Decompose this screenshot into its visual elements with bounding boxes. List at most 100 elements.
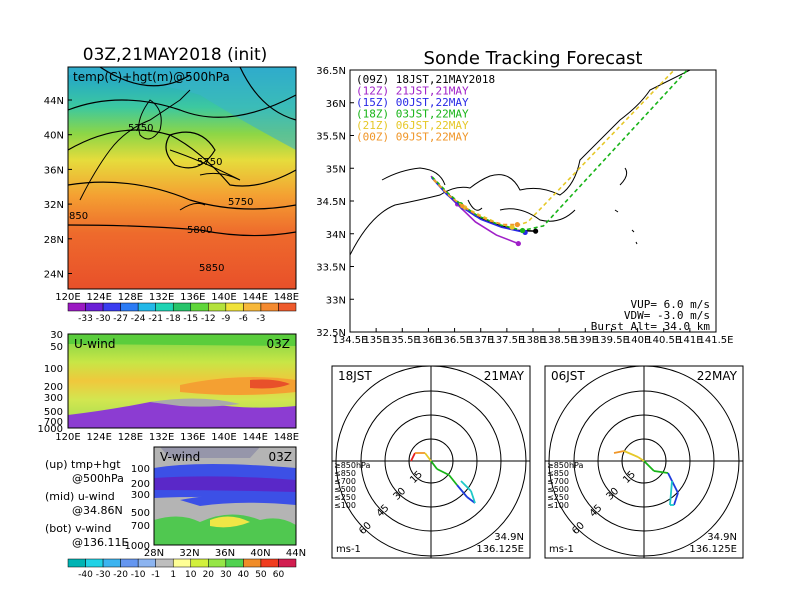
map-lon-tick-label: 136E xyxy=(180,292,205,303)
uwind-lon-tick-label: 132E xyxy=(149,432,174,443)
hodograph-left: 18JST 21MAYms-134.9N136.125E15304560≥850h… xyxy=(331,365,531,559)
map-lat-tick-label: 40N xyxy=(44,131,64,142)
uwind-p-tick-label: 500 xyxy=(44,407,63,418)
map-lon-tick-label: 128E xyxy=(118,292,143,303)
hodo-unit: ms-1 xyxy=(549,544,574,555)
vwind-time: 03Z xyxy=(269,450,293,464)
track-x-tick-label: 141E xyxy=(677,335,702,346)
wind-colorbar-label: 20 xyxy=(203,570,215,580)
hodo-unit: ms-1 xyxy=(336,544,361,555)
hodo-trace-seg xyxy=(460,480,472,492)
wind-colorbar-swatch xyxy=(85,558,104,568)
hodo-inner xyxy=(332,366,530,558)
wind-colorbar-label: 60 xyxy=(273,570,285,580)
map-lat-tick-label: 44N xyxy=(44,96,64,107)
wind-colorbar-label: 50 xyxy=(255,570,267,580)
wind-colorbar-label: -30 xyxy=(96,570,111,580)
vwind-p-tick-label: 1000 xyxy=(125,541,150,552)
uwind-label: U-wind xyxy=(74,337,115,351)
vwind-panel xyxy=(153,446,297,546)
track-end-point xyxy=(509,224,515,230)
temp-colorbar-label: -30 xyxy=(96,314,111,324)
track-y-ticks: 36.5N 36N 35.5N 35N 34.5N 34N 33.5N 33N 32.5N xyxy=(316,66,354,339)
track-y-tick-label: 33.5N xyxy=(316,263,346,274)
note-sub: @34.86N xyxy=(72,504,123,517)
hodo-level-label: ≤700 xyxy=(334,477,356,486)
hodo-trace-seg xyxy=(613,450,625,454)
legend-entry: (15Z) 00JST,22MAY xyxy=(356,96,469,109)
track-x-ticks: 134.5E135E135.5E136E136.5E137E137.5E138E… xyxy=(333,328,733,346)
track-x-tick-label: 136.5E xyxy=(437,335,472,346)
vwind-p-tick-label: 100 xyxy=(131,464,150,475)
hodo-trace-seg xyxy=(470,490,476,504)
track-y-tick-label: 32.5N xyxy=(316,328,346,339)
map-lon-tick-label: 132E xyxy=(149,292,174,303)
vwind-lat-tick-label: 32N xyxy=(179,548,199,559)
temp-colorbar-label: -6 xyxy=(239,314,248,324)
temp-colorbar-swatch xyxy=(120,302,139,312)
hodo-time-label: 18JST xyxy=(338,369,372,383)
contour-label: 5750 xyxy=(128,123,153,134)
hodo-trace-seg xyxy=(667,472,679,494)
track-y-tick-label: 36N xyxy=(326,99,346,110)
track-x-tick-label: 138E xyxy=(520,335,545,346)
map-lat-ticks: 44N 40N 36N 32N 28N 24N xyxy=(44,96,72,281)
map-lon-tick-label: 144E xyxy=(242,292,267,303)
wind-colorbar-swatch xyxy=(102,558,121,568)
map-lat-tick-label: 24N xyxy=(44,270,64,281)
track-line-3 xyxy=(431,70,688,232)
track-x-tick-label: 139E xyxy=(573,335,598,346)
vwind-lat-tick-label: 40N xyxy=(250,548,270,559)
note-line: (up) tmp+hgt xyxy=(45,458,121,471)
contour-label: 5750 xyxy=(197,157,222,168)
uwind-lon-tick-label: 128E xyxy=(118,432,143,443)
vwind-lat-tick-label: 44N xyxy=(286,548,306,559)
wind-colorbar-swatch xyxy=(190,558,209,568)
uwind-lon-tick-label: 148E xyxy=(274,432,299,443)
track-map xyxy=(349,69,717,333)
temp-colorbar-label: -15 xyxy=(183,314,198,324)
left-title: 03Z,21MAY2018 (init) xyxy=(83,45,268,65)
uwind-lon-ticks: 120E 124E 128E 132E 136E 140E 144E 148E xyxy=(55,432,299,443)
hodo-lon: 136.125E xyxy=(689,544,737,555)
vwind-p-tick-label: 500 xyxy=(131,508,150,519)
map-lon-tick-label: 120E xyxy=(55,292,80,303)
legend-entry: (12Z) 21JST,21MAY xyxy=(356,85,469,98)
hodo-trace-seg xyxy=(424,452,432,462)
track-end-point xyxy=(519,227,526,234)
hodo-trace-seg xyxy=(643,460,655,472)
hodo-trace-seg xyxy=(448,474,458,486)
temp-colorbar-label: -12 xyxy=(201,314,216,324)
note-line: (mid) u-wind xyxy=(45,490,115,503)
note-sub: @136.11E xyxy=(72,536,128,549)
temp-colorbar-swatch xyxy=(190,302,209,312)
hodo-trace-seg xyxy=(653,470,669,474)
wind-colorbar-label: 30 xyxy=(220,570,232,580)
temp-colorbar-swatch xyxy=(67,302,86,312)
map-lat-tick-label: 32N xyxy=(44,200,64,211)
temp-colorbar-label: -24 xyxy=(131,314,146,324)
wind-colorbar-swatch xyxy=(243,558,262,568)
hodo-level-label: ≤250 xyxy=(334,493,356,502)
contour-label: 5800 xyxy=(187,225,212,236)
vwind-lat-tick-label: 36N xyxy=(215,548,235,559)
wind-colorbar-swatch xyxy=(208,558,227,568)
hodo-level-label: ≤700 xyxy=(547,477,569,486)
temp-colorbar-swatch xyxy=(225,302,244,312)
wind-colorbar-swatch xyxy=(260,558,279,568)
wind-colorbar-label: -20 xyxy=(113,570,128,580)
track-y-tick-label: 34N xyxy=(326,230,346,241)
track-x-tick-label: 139.5E xyxy=(594,335,629,346)
temp-colorbar-swatch xyxy=(208,302,227,312)
temp-colorbar-swatch xyxy=(278,302,297,312)
wind-colorbar-label: -10 xyxy=(131,570,146,580)
hodo-inner xyxy=(545,366,743,558)
uwind-p-tick-label: 300 xyxy=(44,393,63,404)
temp-colorbar-label: -33 xyxy=(78,314,93,324)
hodo-trace-seg xyxy=(430,460,438,470)
track-line-5 xyxy=(433,179,518,226)
track-x-tick-label: 135.5E xyxy=(385,335,420,346)
hodo-lat: 34.9N xyxy=(494,532,524,543)
